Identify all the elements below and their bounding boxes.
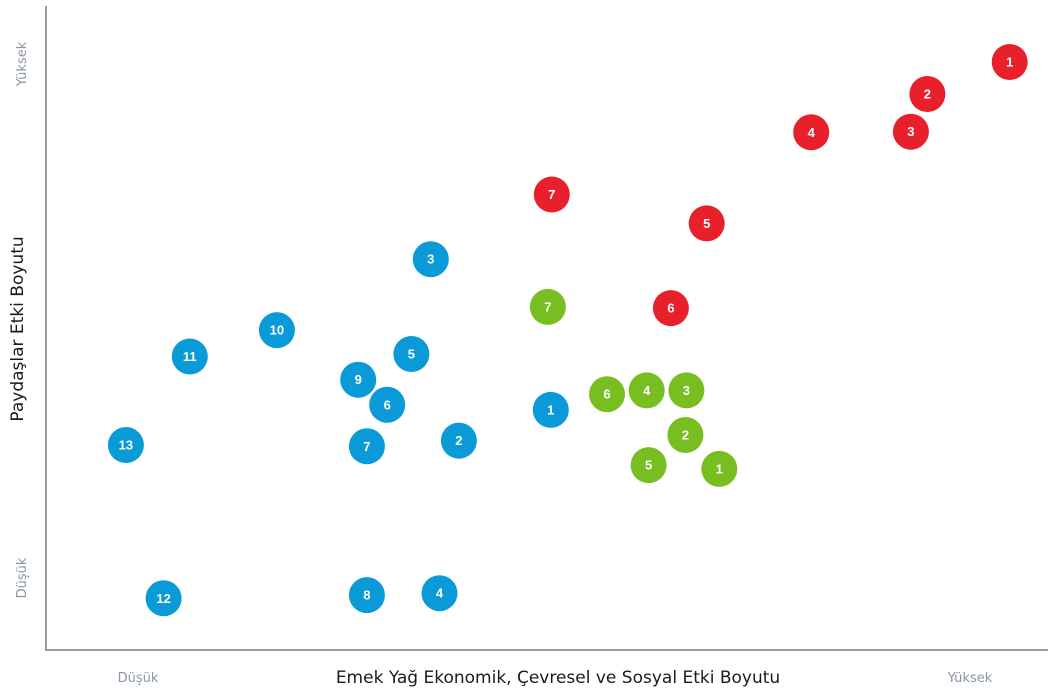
data-point-marker <box>909 76 946 112</box>
data-point: 1 <box>991 44 1028 80</box>
data-point-label: 4 <box>643 383 651 398</box>
data-point-marker <box>688 205 725 242</box>
data-point: 2 <box>909 76 946 112</box>
data-point-label: 3 <box>907 124 914 139</box>
data-point-marker <box>421 575 458 612</box>
data-point: 12 <box>145 580 182 617</box>
data-point: 10 <box>258 312 295 349</box>
y-axis-title: Paydaşlar Etki Boyutu <box>8 236 28 421</box>
data-point: 7 <box>533 176 570 213</box>
data-point-label: 4 <box>808 125 816 140</box>
data-point: 5 <box>393 336 430 372</box>
data-point-label: 1 <box>1006 55 1013 70</box>
data-point-label: 5 <box>703 216 710 231</box>
data-point-marker <box>412 241 449 278</box>
data-point-marker <box>393 336 430 372</box>
data-point: 4 <box>793 114 830 151</box>
data-point-marker <box>668 372 705 409</box>
data-point-marker <box>440 422 477 459</box>
data-point-marker <box>628 372 665 409</box>
data-point-marker <box>589 376 625 413</box>
data-point-label: 6 <box>667 301 674 316</box>
data-point-label: 9 <box>355 372 362 387</box>
data-point: 6 <box>589 376 625 413</box>
data-point: 3 <box>892 113 929 150</box>
data-point-label: 3 <box>427 252 434 267</box>
data-point-label: 12 <box>156 591 170 606</box>
data-point-marker <box>340 361 377 398</box>
data-point-label: 2 <box>924 87 931 102</box>
data-point-marker <box>991 44 1028 80</box>
data-point-marker <box>652 290 689 327</box>
data-point-marker <box>369 386 406 423</box>
data-point: 1 <box>701 450 738 487</box>
data-point-label: 6 <box>603 387 610 402</box>
data-point-label: 11 <box>183 349 197 364</box>
x-axis-high-label: Yüksek <box>947 671 993 686</box>
data-point-marker <box>667 417 704 453</box>
data-point: 9 <box>340 361 377 398</box>
data-point-label: 5 <box>408 347 415 362</box>
data-point-label: 4 <box>436 586 444 601</box>
data-point-marker <box>529 288 566 325</box>
data-point-label: 13 <box>119 438 133 453</box>
data-point-marker <box>107 427 144 463</box>
data-point-marker <box>793 114 830 151</box>
data-point: 5 <box>630 447 667 484</box>
data-point: 2 <box>440 422 477 459</box>
data-point-label: 8 <box>363 588 370 603</box>
data-point-marker <box>533 176 570 213</box>
data-point-marker <box>171 338 208 375</box>
data-point: 6 <box>369 386 406 423</box>
data-point: 3 <box>412 241 449 278</box>
y-axis-low-label: Düşük <box>15 557 30 598</box>
data-point-marker <box>701 450 738 487</box>
x-axis-title: Emek Yağ Ekonomik, Çevresel ve Sosyal Et… <box>336 668 780 688</box>
data-point: 13 <box>107 427 144 463</box>
data-point: 8 <box>348 577 385 614</box>
data-point-marker <box>258 312 295 349</box>
data-point: 4 <box>421 575 458 612</box>
data-point-label: 2 <box>682 428 689 443</box>
data-point: 7 <box>348 428 385 465</box>
data-point-label: 1 <box>716 461 723 476</box>
data-point-label: 1 <box>547 402 554 417</box>
data-point: 2 <box>667 417 704 453</box>
data-point: 1 <box>532 391 569 428</box>
data-point-label: 7 <box>363 439 370 454</box>
data-point-label: 3 <box>683 383 690 398</box>
data-point-marker <box>892 113 929 150</box>
data-point-label: 7 <box>548 187 555 202</box>
data-point-marker <box>348 428 385 465</box>
data-point: 11 <box>171 338 208 375</box>
y-axis-high-label: Yüksek <box>15 41 30 87</box>
x-axis-low-label: Düşük <box>118 671 159 686</box>
data-point: 3 <box>668 372 705 409</box>
data-point-marker <box>145 580 182 617</box>
data-point-marker <box>348 577 385 614</box>
data-point-label: 2 <box>455 433 462 448</box>
data-point-marker <box>630 447 667 484</box>
data-point-label: 6 <box>384 397 391 412</box>
data-point-label: 7 <box>544 299 551 314</box>
data-point: 7 <box>529 288 566 325</box>
data-point-label: 5 <box>645 458 652 473</box>
data-point-marker <box>532 391 569 428</box>
data-point-label: 10 <box>270 323 284 338</box>
data-point: 4 <box>628 372 665 409</box>
data-point: 5 <box>688 205 725 242</box>
data-point: 6 <box>652 290 689 327</box>
